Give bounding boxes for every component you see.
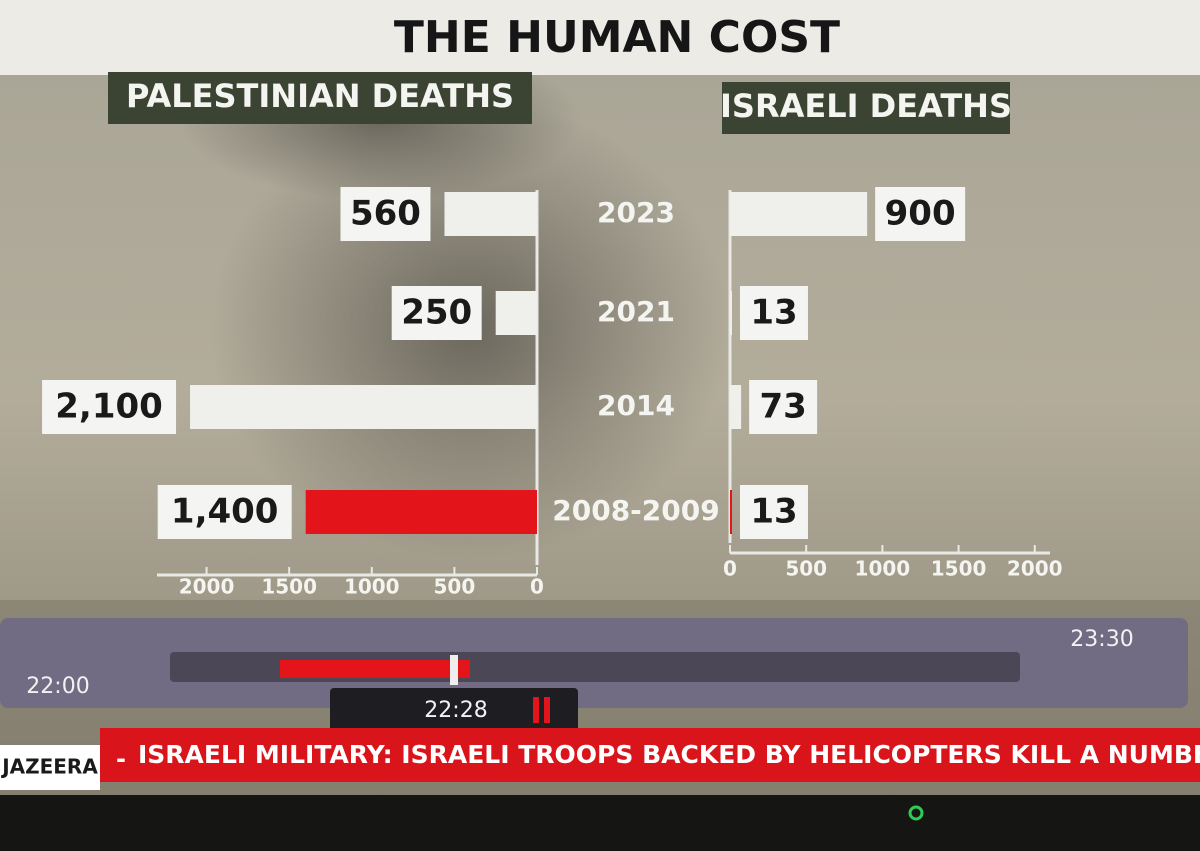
value-label-box	[157, 485, 292, 539]
x-tick-label: 1000	[344, 575, 400, 599]
player: 22:00 23:30 22:28	[0, 618, 1188, 734]
bar	[305, 490, 537, 534]
timeline-progress	[280, 660, 470, 678]
value-label: 73	[759, 387, 806, 427]
value-label-box	[42, 380, 177, 434]
ticker-separator: -	[116, 745, 126, 773]
x-tick-label: 500	[434, 575, 476, 599]
bar	[444, 192, 537, 236]
category-label: 2014	[597, 389, 675, 422]
category-label: 2008-2009	[552, 494, 719, 527]
category-label: 2021	[597, 295, 675, 328]
panel-title-box	[722, 82, 1010, 134]
channel-name: JAZEERA	[0, 755, 98, 779]
x-tick-label: 1000	[855, 557, 911, 581]
playhead	[450, 655, 458, 685]
value-label-box	[749, 380, 818, 434]
bar	[190, 385, 538, 429]
x-tick-label: 2000	[179, 575, 235, 599]
value-label: 13	[750, 492, 797, 532]
value-label: 250	[401, 293, 472, 333]
x-tick-label: 0	[530, 575, 544, 599]
value-label: 560	[350, 194, 421, 234]
panel-title-box	[108, 72, 532, 124]
ticker-text: ISRAELI MILITARY: ISRAELI TROOPS BACKED …	[138, 740, 1200, 769]
panel-title: ISRAELI DEATHS	[720, 87, 1012, 125]
title: THE HUMAN COST	[394, 12, 840, 63]
pause-icon[interactable]	[533, 697, 539, 723]
value-label-box	[340, 187, 431, 241]
start-time: 22:00	[26, 674, 89, 699]
x-tick-label: 500	[785, 557, 827, 581]
x-tick-label: 1500	[261, 575, 317, 599]
power-led	[908, 805, 924, 821]
x-tick-label: 0	[723, 557, 737, 581]
bar	[730, 291, 732, 335]
ticker-band	[100, 728, 1200, 782]
category-label: 2023	[597, 196, 675, 229]
value-label: 900	[885, 194, 956, 234]
value-label: 1,400	[171, 492, 279, 532]
pause-icon[interactable]	[544, 697, 550, 723]
title-banner	[0, 0, 1200, 75]
tv-bezel	[0, 795, 1200, 851]
value-label-box	[739, 286, 808, 340]
x-tick-label: 2000	[1007, 557, 1063, 581]
value-label-box	[875, 187, 966, 241]
value-label-box	[739, 485, 808, 539]
value-label: 13	[750, 293, 797, 333]
current-time-box	[330, 688, 578, 734]
bar	[730, 192, 868, 236]
bar	[495, 291, 537, 335]
value-label-box	[391, 286, 482, 340]
value-label: 2,100	[55, 387, 163, 427]
current-time: 22:28	[424, 698, 487, 723]
ticker: JAZEERA - ISRAELI MILITARY: ISRAELI TROO…	[0, 728, 1200, 790]
bar	[730, 385, 742, 429]
bar	[730, 490, 732, 534]
channel-box	[0, 745, 100, 790]
end-time: 23:30	[1070, 627, 1133, 652]
x-tick-label: 1500	[931, 557, 987, 581]
panel-title: PALESTINIAN DEATHS	[126, 77, 514, 115]
